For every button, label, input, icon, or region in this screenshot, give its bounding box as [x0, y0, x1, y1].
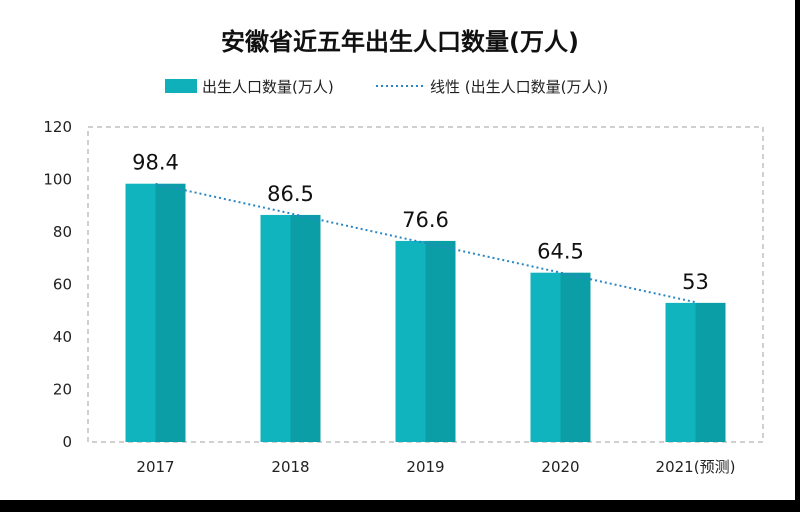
- bar-left-face: [125, 183, 156, 442]
- bar: [395, 240, 456, 442]
- bar: [125, 183, 186, 442]
- chart-title: 安徽省近五年出生人口数量(万人): [221, 28, 579, 56]
- bars: [125, 183, 726, 442]
- chart-frame: 安徽省近五年出生人口数量(万人) 出生人口数量(万人) 线性 (出生人口数量(万…: [0, 0, 795, 500]
- bar-right-face: [290, 214, 321, 442]
- bar-chart: 安徽省近五年出生人口数量(万人) 出生人口数量(万人) 线性 (出生人口数量(万…: [43, 28, 764, 476]
- legend: 出生人口数量(万人) 线性 (出生人口数量(万人)): [165, 78, 608, 96]
- bar: [260, 214, 321, 442]
- x-tick-label: 2018: [271, 458, 309, 476]
- data-labels: 98.4 86.5 76.6 64.5 53: [132, 151, 709, 294]
- x-axis: 2017 2018 2019 2020 2021(预测): [136, 458, 735, 476]
- x-tick-label: 2020: [541, 458, 579, 476]
- bar: [665, 302, 726, 442]
- y-tick-label: 120: [43, 118, 72, 136]
- bar-left-face: [530, 272, 561, 442]
- y-tick-label: 20: [53, 381, 72, 399]
- y-tick-label: 0: [62, 433, 72, 451]
- y-tick-label: 80: [53, 223, 72, 241]
- x-tick-label: 2017: [136, 458, 174, 476]
- y-tick-label: 100: [43, 171, 72, 189]
- bar-left-face: [665, 302, 696, 442]
- bar-right-face: [560, 272, 591, 442]
- bar-right-face: [155, 183, 186, 442]
- legend-bar-label: 出生人口数量(万人): [202, 78, 334, 96]
- y-tick-label: 60: [53, 276, 72, 294]
- bar-left-face: [260, 214, 291, 442]
- data-label: 76.6: [402, 208, 449, 232]
- trendline: [155, 182, 696, 304]
- data-label: 86.5: [267, 182, 314, 206]
- legend-trendline-label: 线性 (出生人口数量(万人)): [430, 78, 608, 96]
- bar-left-face: [395, 240, 426, 442]
- y-axis: 0 20 40 60 80 100 120: [43, 118, 72, 451]
- bar: [530, 272, 591, 442]
- x-tick-label: 2019: [406, 458, 444, 476]
- data-label: 98.4: [132, 151, 179, 175]
- data-label: 53: [682, 270, 709, 294]
- bar-right-face: [425, 240, 456, 442]
- bar-right-face: [695, 302, 726, 442]
- legend-bar-swatch: [165, 79, 197, 93]
- trendline-path: [155, 182, 696, 304]
- x-tick-label: 2021(预测): [656, 458, 736, 476]
- y-tick-label: 40: [53, 328, 72, 346]
- data-label: 64.5: [537, 240, 584, 264]
